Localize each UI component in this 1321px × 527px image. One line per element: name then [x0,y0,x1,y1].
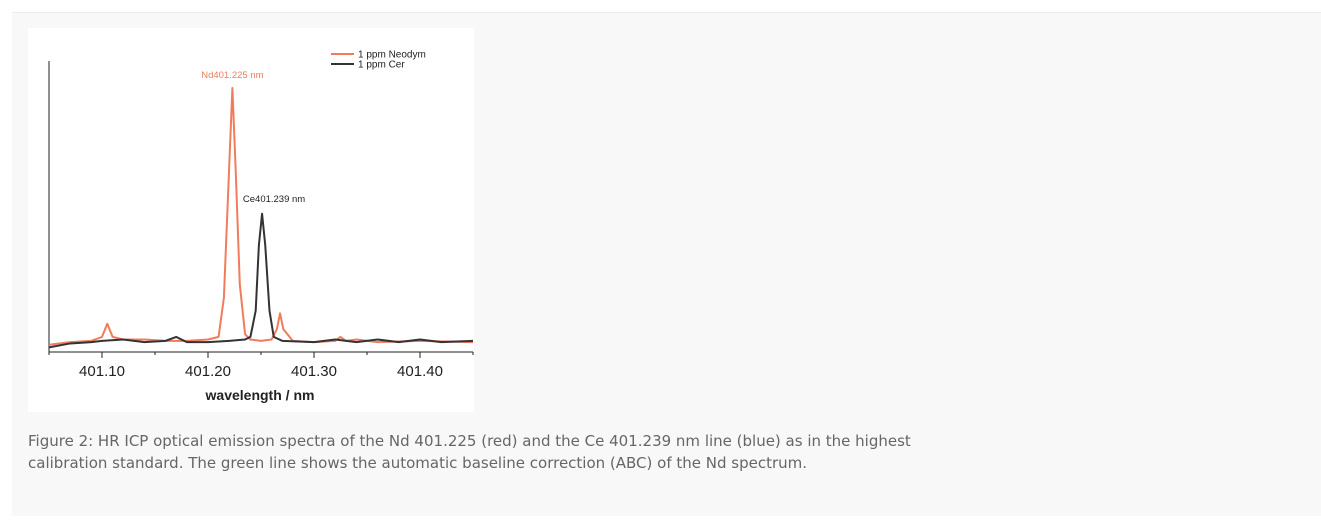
peak-annotation-1: Ce401.239 nm [243,194,305,205]
x-tick-label-2: 401.30 [291,363,337,380]
series-lines [48,87,474,349]
x-axis-label: wavelength / nm [205,387,315,403]
figure-caption: Figure 2: HR ICP optical emission spectr… [28,430,1108,474]
legend-label-1: 1 ppm Cer [358,60,405,71]
x-tick-label-3: 401.40 [397,363,443,380]
x-tick-label-0: 401.10 [79,363,125,380]
chart-axes [48,61,473,353]
caption-line-1: Figure 2: HR ICP optical emission spectr… [28,432,911,450]
caption-line-2: calibration standard. The green line sho… [28,454,808,472]
spectrum-figure: 401.10 401.20 401.30 401.40 Nd401.225 nm Ce4… [28,28,474,412]
series-line-0 [48,87,474,346]
x-tick-label-1: 401.20 [185,363,231,380]
legend-label-0: 1 ppm Neodym [358,50,426,61]
series-line-1 [48,212,474,349]
peak-annotations: Nd401.225 nm Ce401.239 nm [201,70,305,205]
peak-annotation-0: Nd401.225 nm [201,70,263,81]
spectrum-chart: 401.10 401.20 401.30 401.40 Nd401.225 nm Ce4… [48,50,474,403]
x-ticks: 401.10 401.20 401.30 401.40 [48,352,474,380]
